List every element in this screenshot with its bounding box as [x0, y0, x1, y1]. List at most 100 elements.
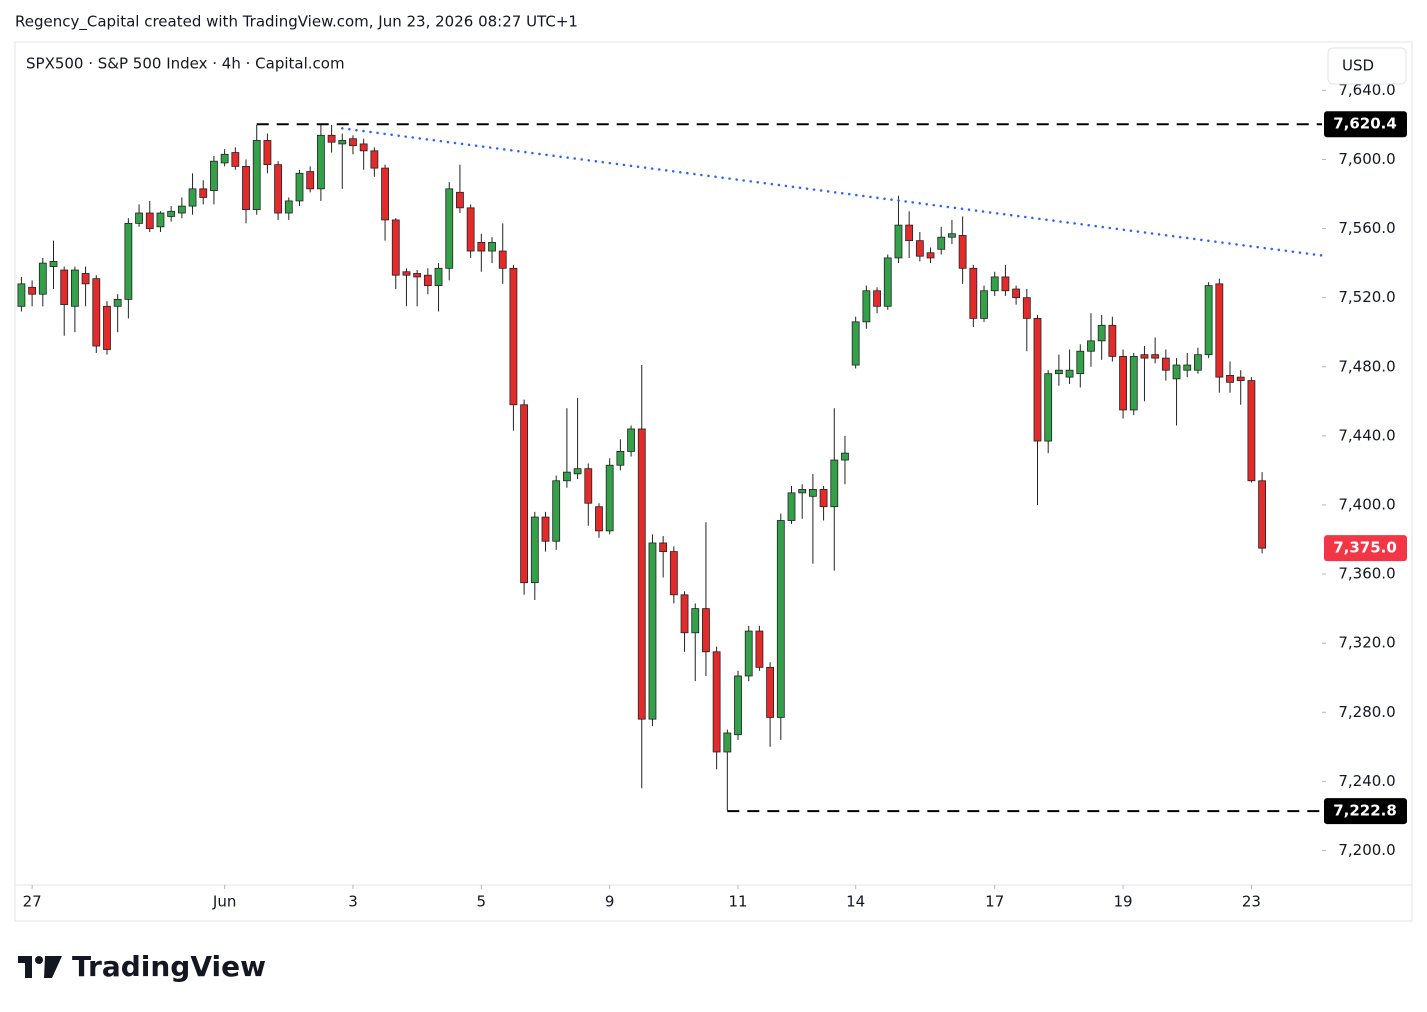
candle-body: [723, 732, 732, 753]
candle-body: [466, 207, 475, 252]
candle-body: [1065, 369, 1074, 378]
candle-body: [124, 222, 133, 300]
candle-body: [573, 468, 582, 475]
candle-body: [862, 290, 871, 323]
currency[interactable]: USD: [1342, 57, 1374, 75]
candle-body: [552, 480, 561, 542]
candle-body: [38, 262, 47, 295]
x-tick-label: 5: [477, 893, 487, 911]
candle-body: [370, 150, 379, 169]
candle-body: [605, 464, 614, 532]
candle-body: [456, 191, 464, 209]
candle-body: [766, 666, 775, 718]
last-price-box: [1324, 535, 1407, 562]
candle-body: [1172, 364, 1181, 380]
candle-body: [231, 152, 240, 167]
candle-body: [113, 298, 122, 307]
candle-body: [712, 651, 721, 753]
candle-body: [1215, 283, 1224, 378]
candle-body: [145, 212, 154, 229]
y-tick-label: 7,280.0: [1338, 703, 1395, 721]
chart-frame: [14, 41, 1413, 922]
candle-body: [1108, 324, 1117, 357]
candle-body: [188, 188, 197, 207]
candle-body: [1001, 276, 1010, 292]
candle-body: [702, 608, 710, 653]
candle-body: [958, 235, 967, 269]
candle-body: [81, 273, 90, 285]
x-tick-label: 27: [23, 893, 42, 911]
candle-body: [477, 241, 486, 252]
x-tick-label: Jun: [212, 893, 236, 911]
candle-body: [1022, 297, 1031, 319]
candle-body: [744, 630, 753, 677]
candle-body: [167, 210, 176, 217]
plot: 7,200.0 7,240.0 7,280.0 7,320.0 7,360.0 7,400…: [17, 81, 1407, 911]
candle-body: [402, 271, 411, 276]
candle-body: [1044, 373, 1053, 442]
candle-body: [819, 489, 828, 508]
currency-box[interactable]: [1327, 47, 1407, 85]
candle-body: [776, 520, 785, 718]
candle-body: [70, 269, 79, 307]
candle-body: [509, 267, 518, 406]
x-tick-label: 19: [1114, 893, 1133, 911]
candle-body: [284, 200, 293, 214]
candle-body: [263, 140, 272, 166]
candle-body: [808, 489, 817, 497]
candle-body: [156, 212, 165, 228]
logo: TradingView: [18, 950, 266, 983]
candle-body: [220, 153, 229, 164]
level-label-box: [1324, 798, 1407, 825]
candle-body: [295, 172, 304, 202]
candle-body: [1151, 354, 1160, 359]
y-tick-label: 7,520.0: [1338, 288, 1395, 306]
candle-body: [177, 205, 186, 214]
level-label-box: [1324, 111, 1407, 138]
candle-body: [1247, 380, 1256, 482]
candle-body: [562, 471, 571, 482]
trendline: [341, 127, 1324, 257]
candle-body: [969, 267, 978, 319]
candle-body: [92, 278, 101, 347]
candle-body: [1087, 340, 1095, 352]
candle-body: [1097, 324, 1106, 342]
candle-body: [252, 140, 261, 210]
candle-body: [616, 451, 625, 466]
level-label: 7,222.8: [1333, 802, 1397, 820]
candle-body: [1033, 317, 1042, 442]
candle-body: [851, 321, 860, 366]
y-tick-label: 7,400.0: [1338, 495, 1395, 513]
candle-body: [434, 267, 443, 286]
candle-body: [1119, 355, 1127, 411]
x-tick-label: 11: [728, 893, 747, 911]
candle-body: [894, 224, 903, 259]
x-tick-label: 17: [985, 893, 1004, 911]
logo-mark: [44, 956, 62, 978]
candle-body: [883, 257, 892, 307]
candle-body: [498, 250, 507, 269]
y-tick-label: 7,440.0: [1338, 426, 1395, 444]
candle-body: [274, 164, 283, 214]
candle-body: [1054, 369, 1063, 375]
logo-mark: [18, 956, 32, 978]
candle-body: [1140, 354, 1149, 359]
candle-body: [990, 276, 999, 292]
y-tick-label: 7,560.0: [1338, 219, 1395, 237]
candle-body: [680, 594, 689, 634]
candle-body: [445, 188, 454, 269]
candle-body: [787, 492, 796, 521]
candle-body: [637, 428, 646, 720]
candle-body: [1194, 354, 1202, 371]
candle-body: [381, 167, 389, 221]
y-tick-label: 7,600.0: [1338, 150, 1395, 168]
candle-body: [28, 286, 37, 295]
candle-body: [830, 459, 839, 508]
candle-body: [423, 274, 432, 286]
last-price-label: 7,375.0: [1333, 539, 1397, 557]
candle-body: [798, 489, 807, 494]
candle-body: [905, 224, 914, 242]
brand: TradingView: [72, 950, 266, 983]
level-label: 7,620.4: [1333, 115, 1397, 133]
candle-body: [1129, 355, 1138, 411]
